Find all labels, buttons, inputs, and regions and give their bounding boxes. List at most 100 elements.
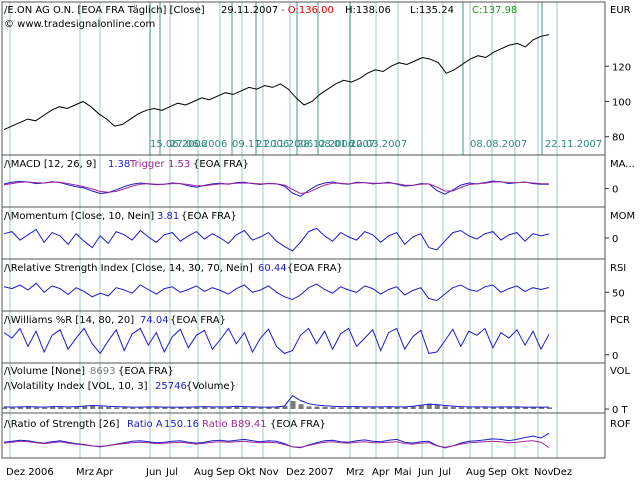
volume-bar: [90, 405, 96, 409]
volume-bar: [306, 406, 312, 409]
volume-bar: [98, 406, 104, 409]
price-series-line: [3, 34, 550, 131]
time-axis-label: Mrz: [76, 467, 94, 478]
quote-low: L:135.24: [410, 5, 454, 16]
volume-bar: [178, 407, 184, 409]
event-date-label: 28.12.2006: [297, 139, 354, 150]
volume-bar: [170, 407, 176, 409]
volume-bar: [266, 407, 272, 409]
volume-bar: [522, 407, 528, 409]
volume-bar: [210, 407, 216, 409]
y-tick-label: 100: [612, 97, 631, 108]
rof-series-line: [3, 440, 550, 448]
volume-bar: [530, 406, 536, 409]
volume-bar: [346, 406, 352, 409]
williams-value: 74.04: [140, 315, 169, 326]
volume-bar: [498, 406, 504, 409]
time-axis-label: Jun: [145, 467, 162, 478]
y-tick-label: 0: [612, 351, 618, 362]
panel-frame: [1, 412, 606, 459]
volume-bar: [114, 407, 120, 409]
volume-bar: [514, 407, 520, 409]
macd-tag: {EOA FRA}: [193, 159, 249, 170]
volume-bar: [106, 406, 112, 409]
time-axis-label: Mrz: [346, 467, 364, 478]
rof-label: /\Ratio of Strength [26]: [4, 419, 119, 430]
volume-bar: [474, 406, 480, 409]
volatility-value: 25746: [155, 381, 187, 392]
time-axis-label: Mai: [394, 467, 412, 478]
series-layer: [2, 34, 552, 449]
volume-bar: [330, 407, 336, 409]
volume-bar: [378, 406, 384, 409]
volume-bar: [490, 407, 496, 409]
quote-open: - O:136.00: [281, 5, 334, 16]
volume-label: /\Volume [None]: [4, 366, 85, 377]
volume-bar: [418, 405, 424, 409]
volume-bar: [482, 407, 488, 409]
y-tick-label: 0 T: [612, 405, 629, 416]
volume-bar: [66, 407, 72, 409]
instrument-name: /E.ON AG O.N. [EOA FRA Täglich] [Close]: [4, 5, 205, 16]
volume-bar: [138, 407, 144, 409]
volume-bar: [34, 407, 40, 409]
y-tick-label: 80: [612, 133, 625, 144]
time-axis-label: Apr: [372, 467, 390, 478]
volume-bar: [354, 406, 360, 409]
volume-bar: [450, 406, 456, 409]
volume-bar: [298, 404, 304, 409]
macd-value: 1.38: [108, 159, 130, 170]
quote-date: 29.11.2007: [221, 5, 278, 16]
volume-bar: [538, 407, 544, 409]
event-date-label: 08.08.2007: [470, 139, 527, 150]
rsi-label: /\Relative Strength Index [Close, 14, 30…: [4, 263, 253, 274]
volume-bar: [58, 407, 64, 409]
volume-bar: [74, 406, 80, 409]
macd-label: /\MACD [12, 26, 9]: [4, 159, 96, 170]
volume-bar: [322, 406, 328, 409]
volatility-tag: {Volume}: [186, 381, 236, 392]
volume-bar: [426, 403, 432, 409]
time-axis-label: Jul: [438, 467, 451, 478]
williams-label: /\Williams %R [14, 80, 20]: [4, 315, 134, 326]
y-tick-label: 0: [612, 234, 618, 245]
time-axis-label: Aug: [466, 467, 486, 478]
volume-bar: [146, 406, 152, 409]
momentum-short-label: MOM: [610, 211, 635, 222]
volume-bar: [234, 406, 240, 409]
volume-short-label: VOL: [610, 366, 631, 377]
rsi-value: 60.44: [258, 263, 287, 274]
mom-series-line: [3, 227, 550, 252]
event-date-label: 21.11.2006: [256, 139, 313, 150]
ratio-a-value: 150.16: [164, 419, 199, 430]
pcr-series-line: [3, 327, 550, 355]
volume-bar: [314, 406, 320, 409]
time-axis-label: Dez 2007: [286, 467, 334, 478]
event-date-label: 15.06.2006: [150, 139, 207, 150]
rsi-short-label: RSI: [610, 263, 626, 274]
volume-tag: {EOA FRA}: [118, 366, 174, 377]
volume-bar: [154, 407, 160, 409]
volume-bar: [226, 406, 232, 409]
volume-bar: [26, 406, 32, 409]
time-axis-label: Jul: [165, 467, 178, 478]
volume-bar: [386, 406, 392, 409]
volume-bar: [122, 407, 128, 409]
volume-bar: [434, 404, 440, 409]
macd-short-label: MA...: [610, 159, 635, 170]
volume-bar: [242, 407, 248, 409]
volume-bar: [338, 407, 344, 409]
time-axis-label: Nov: [259, 467, 279, 478]
time-axis-label: Okt: [511, 467, 529, 478]
volume-bar: [194, 406, 200, 409]
event-date-label: 08.01.2007: [318, 139, 375, 150]
time-axis-label: Sep: [216, 467, 235, 478]
grid-layer: [9, 2, 558, 458]
volume-bar: [282, 405, 288, 409]
y-tick-label: 0: [612, 185, 618, 196]
volume-bar: [466, 407, 472, 409]
quote-close: C:137.98: [472, 5, 517, 16]
momentum-value: 3.81: [157, 211, 179, 222]
